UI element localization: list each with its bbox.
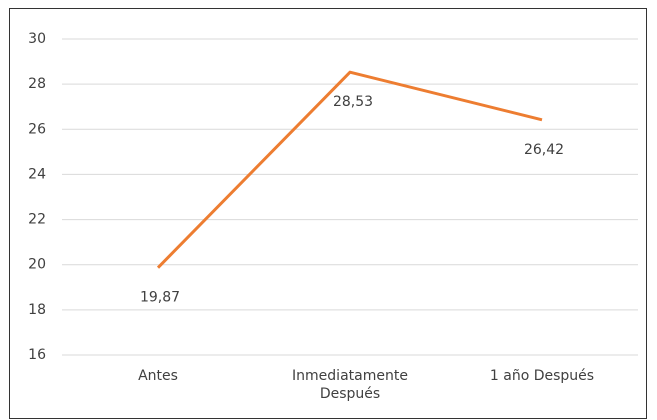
x-tick-label: Inmediatamente Después: [292, 368, 408, 402]
y-tick-label: 28: [28, 76, 46, 92]
y-tick-label: 26: [28, 121, 46, 137]
data-label: 26,42: [524, 142, 564, 158]
data-label: 19,87: [140, 290, 180, 306]
y-tick-label: 18: [28, 302, 46, 318]
y-tick-label: 16: [28, 347, 46, 363]
y-tick-label: 30: [28, 31, 46, 47]
data-label: 28,53: [333, 94, 373, 110]
y-tick-label: 22: [28, 212, 46, 228]
x-tick-label: Antes: [138, 368, 178, 384]
frame: [9, 8, 647, 419]
y-tick-label: 24: [28, 166, 46, 182]
line: [156, 70, 543, 269]
x-tick-label: 1 año Después: [489, 368, 595, 384]
y-tick-label: 20: [28, 257, 46, 273]
